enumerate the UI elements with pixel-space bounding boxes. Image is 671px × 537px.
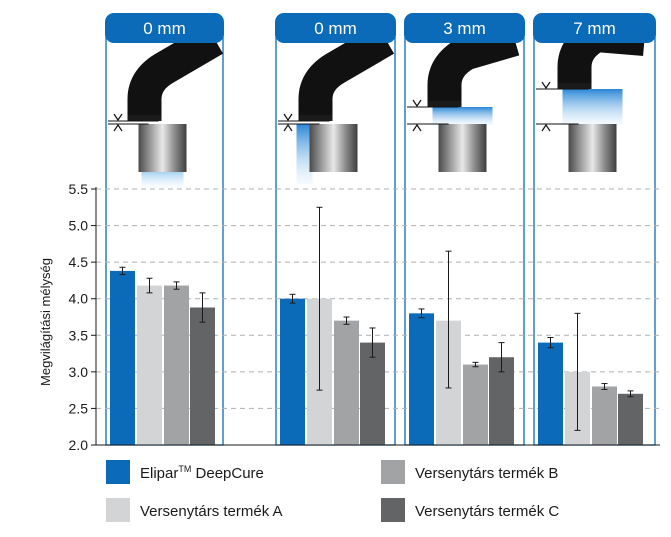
arrow-up-icon [541, 123, 551, 132]
bar-1-1 [110, 270, 135, 445]
legend-label-1: EliparTM DeepCure [140, 464, 264, 482]
light-guide-end [127, 115, 162, 121]
specimen-cylinder [568, 124, 617, 172]
y-axis-label: Megvilágítási mélység [38, 258, 53, 386]
arrow-down-icon [113, 113, 123, 122]
bar-4-1 [190, 307, 215, 445]
y-tick-label: 3.0 [69, 364, 89, 380]
light-guide-illustration-2 [278, 24, 395, 184]
light-beam [562, 89, 623, 125]
light-guide-tip [127, 24, 224, 121]
y-tick-label: 4.0 [69, 291, 89, 307]
legend-swatch-3 [106, 498, 130, 522]
y-tick-label: 4.5 [69, 254, 89, 270]
light-guide-end [427, 101, 462, 107]
bar-4-4 [618, 393, 643, 445]
y-tick-label: 2.5 [69, 400, 89, 416]
group-header-label-3: 3 mm [443, 19, 486, 38]
light-guide-illustration-1 [108, 24, 224, 188]
legend-swatch-2 [381, 460, 405, 484]
bar-3-3 [463, 364, 488, 445]
legend-label-4: Versenytárs termék C [415, 503, 559, 520]
specimen-cylinder [309, 124, 358, 172]
light-beam [432, 107, 493, 125]
group-header-tab-2 [275, 13, 396, 43]
y-tick-label: 5.5 [69, 181, 89, 197]
legend-label-2: Versenytárs termék B [415, 465, 558, 482]
arrow-down-icon [541, 81, 551, 90]
legend-swatch-4 [381, 498, 405, 522]
bar-3-1 [164, 285, 189, 445]
light-guide-end [557, 83, 592, 89]
group-header-tab-1 [105, 13, 224, 43]
bar-3-4 [592, 386, 617, 445]
light-guide-tip [298, 24, 395, 121]
specimen-cylinder [438, 124, 487, 172]
arrow-down-icon [412, 99, 422, 108]
group-header-tab-4 [533, 13, 656, 43]
group-header-label-4: 7 mm [573, 19, 616, 38]
bar-2-1 [137, 285, 162, 445]
y-tick-label: 5.0 [69, 218, 89, 234]
arrow-up-icon [113, 123, 123, 132]
group-header-label-1: 0 mm [143, 19, 186, 38]
light-guide-illustration-3 [407, 22, 520, 172]
legend-swatch-1 [106, 460, 130, 484]
y-tick-label: 2.0 [69, 437, 89, 453]
y-tick-label: 3.5 [69, 327, 89, 343]
light-beam [296, 124, 313, 184]
group-header-label-2: 0 mm [314, 19, 357, 38]
light-guide-end [298, 115, 333, 121]
light-glow [141, 172, 184, 188]
group-header-tab-3 [404, 13, 525, 43]
legend-label-3: Versenytárs termék A [140, 503, 283, 520]
arrow-up-icon [283, 123, 293, 132]
specimen-cylinder [138, 124, 187, 172]
bar-1-4 [538, 342, 563, 445]
arrow-down-icon [283, 113, 293, 122]
light-guide-tip [427, 22, 520, 107]
bar-1-3 [409, 313, 434, 445]
arrow-up-icon [412, 123, 422, 132]
bar-1-2 [280, 298, 305, 445]
bar-4-2 [360, 342, 385, 445]
bar-3-2 [334, 320, 359, 445]
